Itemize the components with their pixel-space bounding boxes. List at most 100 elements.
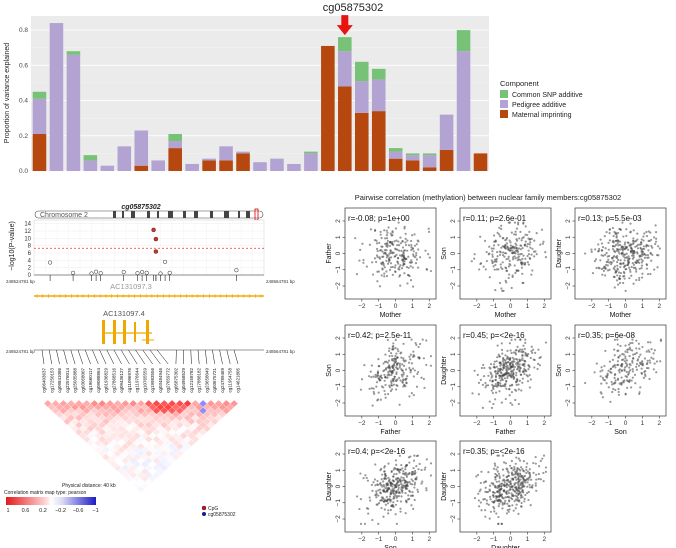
probe-label: cg04958529 [181, 368, 186, 393]
scatter-point [513, 360, 516, 363]
correlation-label: r=0.45; p=<2e-16 [463, 331, 525, 340]
scatter-point [395, 472, 398, 476]
scatter-point [508, 357, 512, 361]
scatter-point [631, 252, 635, 255]
scatter-point [488, 484, 492, 487]
scatter-point [410, 478, 413, 481]
gene-label-ac131097-3: AC131097.3 [110, 282, 152, 291]
scatter-point [622, 281, 625, 285]
scatter-point [399, 507, 402, 510]
scatter-point [619, 248, 622, 251]
ld-matrix-type-label: Correlation matrix map type: pearson [4, 490, 86, 496]
scatter-point [358, 259, 361, 262]
scatter-point [473, 497, 477, 500]
scatter-point [509, 367, 512, 370]
scatter-point [380, 274, 383, 277]
scatter-point [537, 465, 541, 468]
scatter-point [417, 370, 420, 374]
scatter-point [506, 376, 509, 380]
scatter-point [635, 268, 638, 271]
scatter-point [498, 376, 501, 380]
scatter-point [514, 357, 518, 361]
probe-connector [212, 349, 215, 365]
scatter-point [389, 380, 393, 383]
scatter-point [524, 341, 527, 344]
scatter-point [404, 241, 407, 244]
scatter-point [494, 476, 497, 479]
scatter-point [520, 494, 523, 497]
scatter-point [619, 259, 622, 262]
scatter-point [523, 478, 526, 482]
scatter-point [593, 371, 596, 374]
scatter-point [518, 370, 521, 373]
bar-segment [32, 98, 47, 135]
scatter-point [523, 244, 527, 247]
scatter-point [515, 487, 519, 490]
highlight-arrow [336, 15, 353, 36]
scatter-point [383, 373, 386, 377]
scatter-point [415, 343, 418, 347]
scatter-point [402, 255, 405, 258]
scatter-point [371, 404, 374, 407]
chromosome-ideogram [34, 208, 264, 221]
scatter-point [647, 349, 650, 352]
scatter-point [618, 281, 622, 285]
scatter-point [404, 243, 408, 247]
probe-label: cg05875302 [173, 368, 178, 393]
scatter-point [650, 356, 653, 359]
scatter-x-tick-label: 2 [542, 536, 546, 543]
scatter-point [614, 256, 618, 259]
scatter-point [493, 510, 496, 513]
scatter-point [497, 367, 500, 370]
scatter-point [498, 494, 501, 497]
scatter-y-label: Daughter [556, 238, 563, 267]
scatter-point [493, 258, 497, 261]
scatter-point [498, 390, 501, 393]
scatter-point [650, 259, 653, 262]
scatter-point [400, 249, 403, 252]
scatter-x-tick-label: −2 [358, 420, 366, 427]
scatter-point [626, 263, 630, 267]
scatter-point [400, 267, 404, 270]
scatter-point [509, 488, 512, 491]
scatter-point [368, 496, 371, 499]
scatter-point [617, 271, 621, 274]
scatter-point [398, 454, 401, 457]
scatter-point [392, 342, 395, 345]
scatter-point [544, 341, 548, 344]
scatter-point [638, 267, 641, 270]
scatter-point [641, 345, 644, 349]
scatter-point [530, 237, 533, 240]
scatter-y-tick-label: −1 [335, 266, 342, 274]
right-coordinate-label: 248564781 bp [266, 279, 295, 284]
probe-connector [157, 349, 169, 365]
scatter-point [515, 492, 518, 495]
scatter-point [613, 249, 616, 253]
scatter-point [496, 369, 499, 373]
scatter-point [425, 363, 428, 367]
scatter-point [412, 250, 415, 253]
scatter-point [503, 501, 506, 505]
scatter-point [395, 522, 398, 525]
scatter-point [370, 387, 373, 390]
scatter-point [489, 498, 492, 501]
scatter-point [645, 245, 648, 248]
scatter-x-tick-label: 1 [411, 303, 415, 310]
scatter-point [518, 359, 521, 362]
scatter-point [505, 467, 508, 470]
scatter-point [616, 242, 619, 245]
scatter-point [620, 369, 623, 372]
scatter-point [375, 490, 378, 493]
scatter-point [507, 504, 510, 507]
scatter-point [605, 260, 608, 264]
scatter-point [612, 387, 615, 391]
scatter-x-label: Mother [380, 312, 402, 319]
scatter-x-tick-label: 1 [641, 303, 645, 310]
scatter-point [404, 377, 407, 381]
scatter-point [514, 462, 517, 465]
scatter-point [406, 249, 409, 252]
scatter-point [406, 282, 409, 285]
probe-label: cg22576014 [65, 368, 70, 393]
scatter-point [637, 342, 640, 345]
scatter-grid-title: Pairwise correlation (methylation) betwe… [355, 193, 621, 202]
